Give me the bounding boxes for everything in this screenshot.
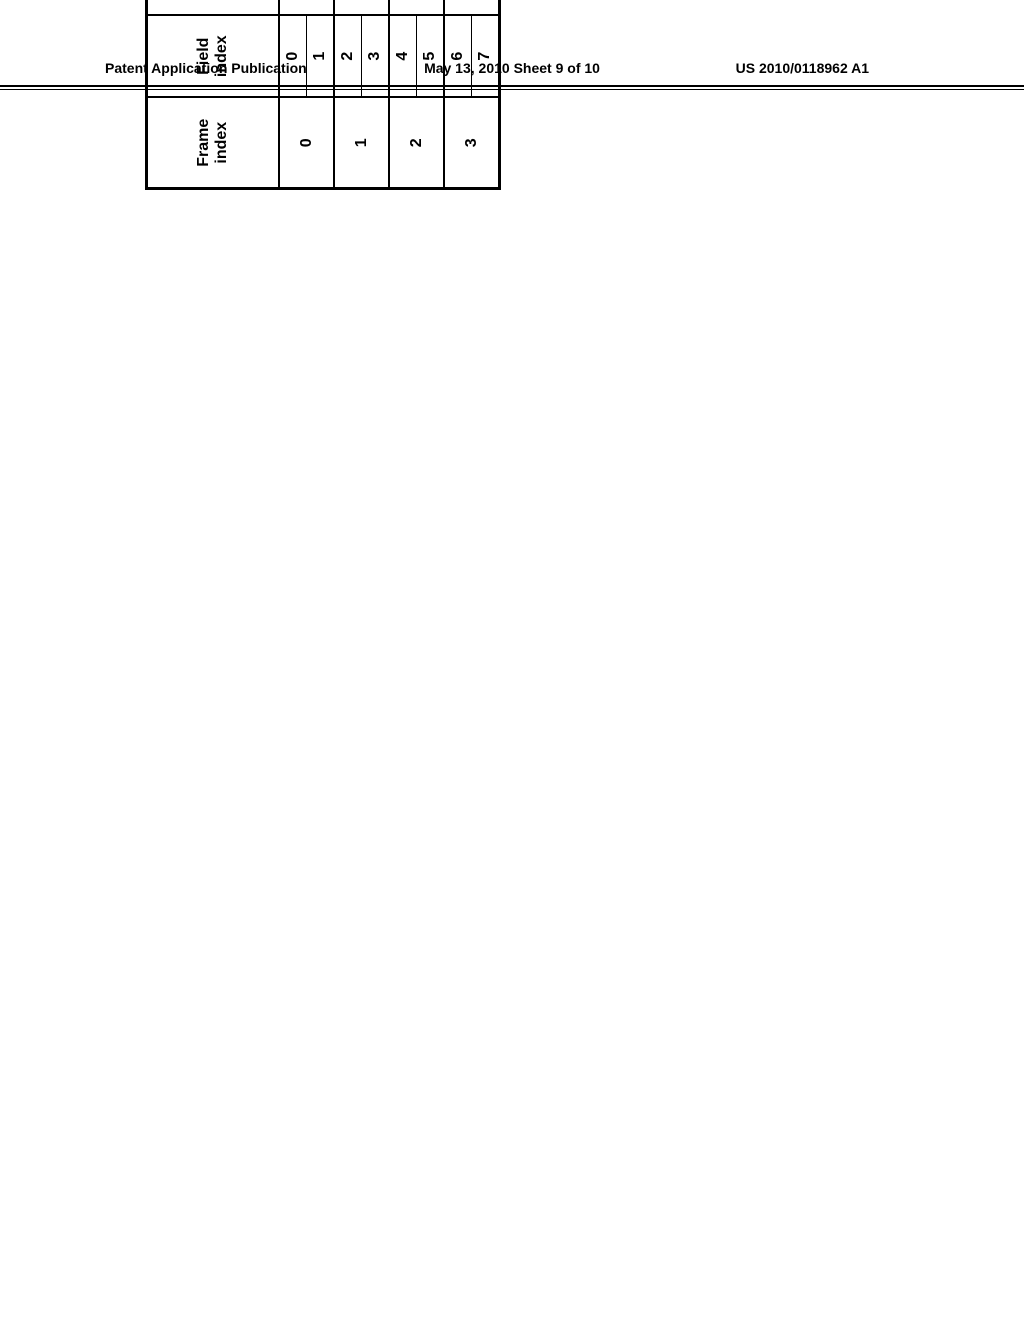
table-cell: 2 <box>389 97 444 188</box>
table-cell: 0 <box>279 97 334 188</box>
figure-caption: F I G. 14 <box>519 0 545 190</box>
table-cell: 104 <box>389 0 444 15</box>
header-right: US 2010/0118962 A1 <box>736 60 869 76</box>
table-cell: 105 <box>279 0 334 15</box>
figure-14: Frame index Field index Reference frame … <box>145 0 545 190</box>
col-field-index: Field index <box>147 15 280 97</box>
table-cell: 5 <box>417 15 445 97</box>
table-cell: 7 <box>472 15 500 97</box>
table-cell: 1 <box>307 15 335 97</box>
table-cell: 1 <box>334 97 389 188</box>
table-cell: 105 <box>334 0 389 15</box>
table-cell: 3 <box>444 97 500 188</box>
table-cell: 6 <box>444 15 472 97</box>
col-frame-index: Frame index <box>147 97 280 188</box>
table-cell: 0 <box>279 15 307 97</box>
table-cell: 3 <box>362 15 390 97</box>
col-ref-frame: Reference frame number <box>147 0 280 15</box>
table-cell: 2 <box>334 15 362 97</box>
parameter-table: Frame index Field index Reference frame … <box>145 0 501 190</box>
table-cell: 4 <box>389 15 417 97</box>
table-cell: 103 <box>444 0 500 15</box>
